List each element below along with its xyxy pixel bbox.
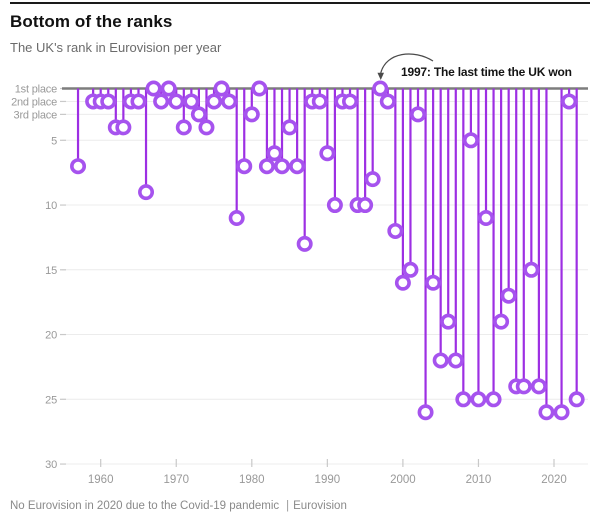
data-point xyxy=(296,235,313,252)
data-point xyxy=(394,274,411,291)
data-point xyxy=(417,404,434,421)
footer-note: No Eurovision in 2020 due to the Covid-1… xyxy=(10,500,280,512)
x-tick-label: 1970 xyxy=(163,474,189,486)
data-point xyxy=(455,391,472,408)
chart-footer: No Eurovision in 2020 due to the Covid-1… xyxy=(10,500,347,512)
data-point xyxy=(493,313,510,330)
footer-separator: | xyxy=(286,500,290,512)
data-point xyxy=(485,391,502,408)
data-point xyxy=(206,93,223,110)
data-point xyxy=(251,80,268,97)
data-point xyxy=(236,158,253,175)
y-tick-label: 3rd place xyxy=(14,109,58,121)
data-point xyxy=(70,158,87,175)
data-point xyxy=(153,93,170,110)
data-point xyxy=(372,80,389,97)
x-tick-label: 1990 xyxy=(315,474,341,486)
x-tick-label: 2000 xyxy=(390,474,416,486)
data-point xyxy=(100,93,117,110)
data-point xyxy=(387,222,404,239)
y-tick-label: 30 xyxy=(45,459,57,471)
data-point xyxy=(213,80,230,97)
page-title: Bottom of the ranks xyxy=(10,12,173,31)
data-point xyxy=(364,171,381,188)
y-tick-label: 5 xyxy=(51,135,57,147)
data-point xyxy=(425,274,442,291)
data-point xyxy=(447,352,464,369)
data-point xyxy=(432,352,449,369)
annotation-year: 1997: xyxy=(401,65,431,79)
annotation-arrow xyxy=(380,53,434,74)
data-point xyxy=(281,119,298,136)
data-point xyxy=(274,158,291,175)
y-tick-label: 25 xyxy=(45,394,57,406)
data-point xyxy=(243,106,260,123)
x-tick-label: 1960 xyxy=(88,474,114,486)
annotation-1997-label: 1997: The last time the UK won xyxy=(401,65,572,79)
data-point xyxy=(470,391,487,408)
data-point xyxy=(357,197,374,214)
footer-source: Eurovision xyxy=(293,500,347,512)
data-point xyxy=(500,287,517,304)
data-point xyxy=(289,158,306,175)
annotation-text: The last time the UK won xyxy=(430,65,572,79)
data-point xyxy=(190,106,207,123)
data-point xyxy=(145,80,162,97)
data-point xyxy=(130,93,147,110)
annotation-arrowhead xyxy=(377,72,385,80)
data-point xyxy=(138,184,155,201)
data-point xyxy=(319,145,336,162)
data-point xyxy=(228,210,245,227)
data-point xyxy=(311,93,328,110)
top-rule xyxy=(10,2,590,4)
chart-subtitle: The UK's rank in Eurovision per year xyxy=(10,40,222,55)
data-point xyxy=(175,119,192,136)
data-point xyxy=(568,391,585,408)
data-point xyxy=(410,106,427,123)
data-point xyxy=(258,158,275,175)
data-point xyxy=(115,119,132,136)
data-point xyxy=(440,313,457,330)
data-point xyxy=(538,404,555,421)
x-tick-label: 1980 xyxy=(239,474,265,486)
data-point xyxy=(168,93,185,110)
y-tick-label: 2nd place xyxy=(11,96,57,108)
data-point xyxy=(478,210,495,227)
y-tick-label: 20 xyxy=(45,330,57,342)
data-point xyxy=(515,378,532,395)
data-point xyxy=(462,132,479,149)
x-tick-label: 2010 xyxy=(466,474,492,486)
data-point xyxy=(183,93,200,110)
data-point xyxy=(379,93,396,110)
data-point xyxy=(523,261,540,278)
data-point xyxy=(221,93,238,110)
data-point xyxy=(402,261,419,278)
data-point xyxy=(326,197,343,214)
data-point xyxy=(160,80,177,97)
data-point xyxy=(342,93,359,110)
data-point xyxy=(266,145,283,162)
data-point xyxy=(561,93,578,110)
y-tick-label: 10 xyxy=(45,200,57,212)
y-tick-label: 15 xyxy=(45,265,57,277)
data-point xyxy=(198,119,215,136)
y-tick-label: 1st place xyxy=(15,84,57,96)
x-tick-label: 2020 xyxy=(541,474,567,486)
data-point xyxy=(553,404,570,421)
data-point xyxy=(530,378,547,395)
